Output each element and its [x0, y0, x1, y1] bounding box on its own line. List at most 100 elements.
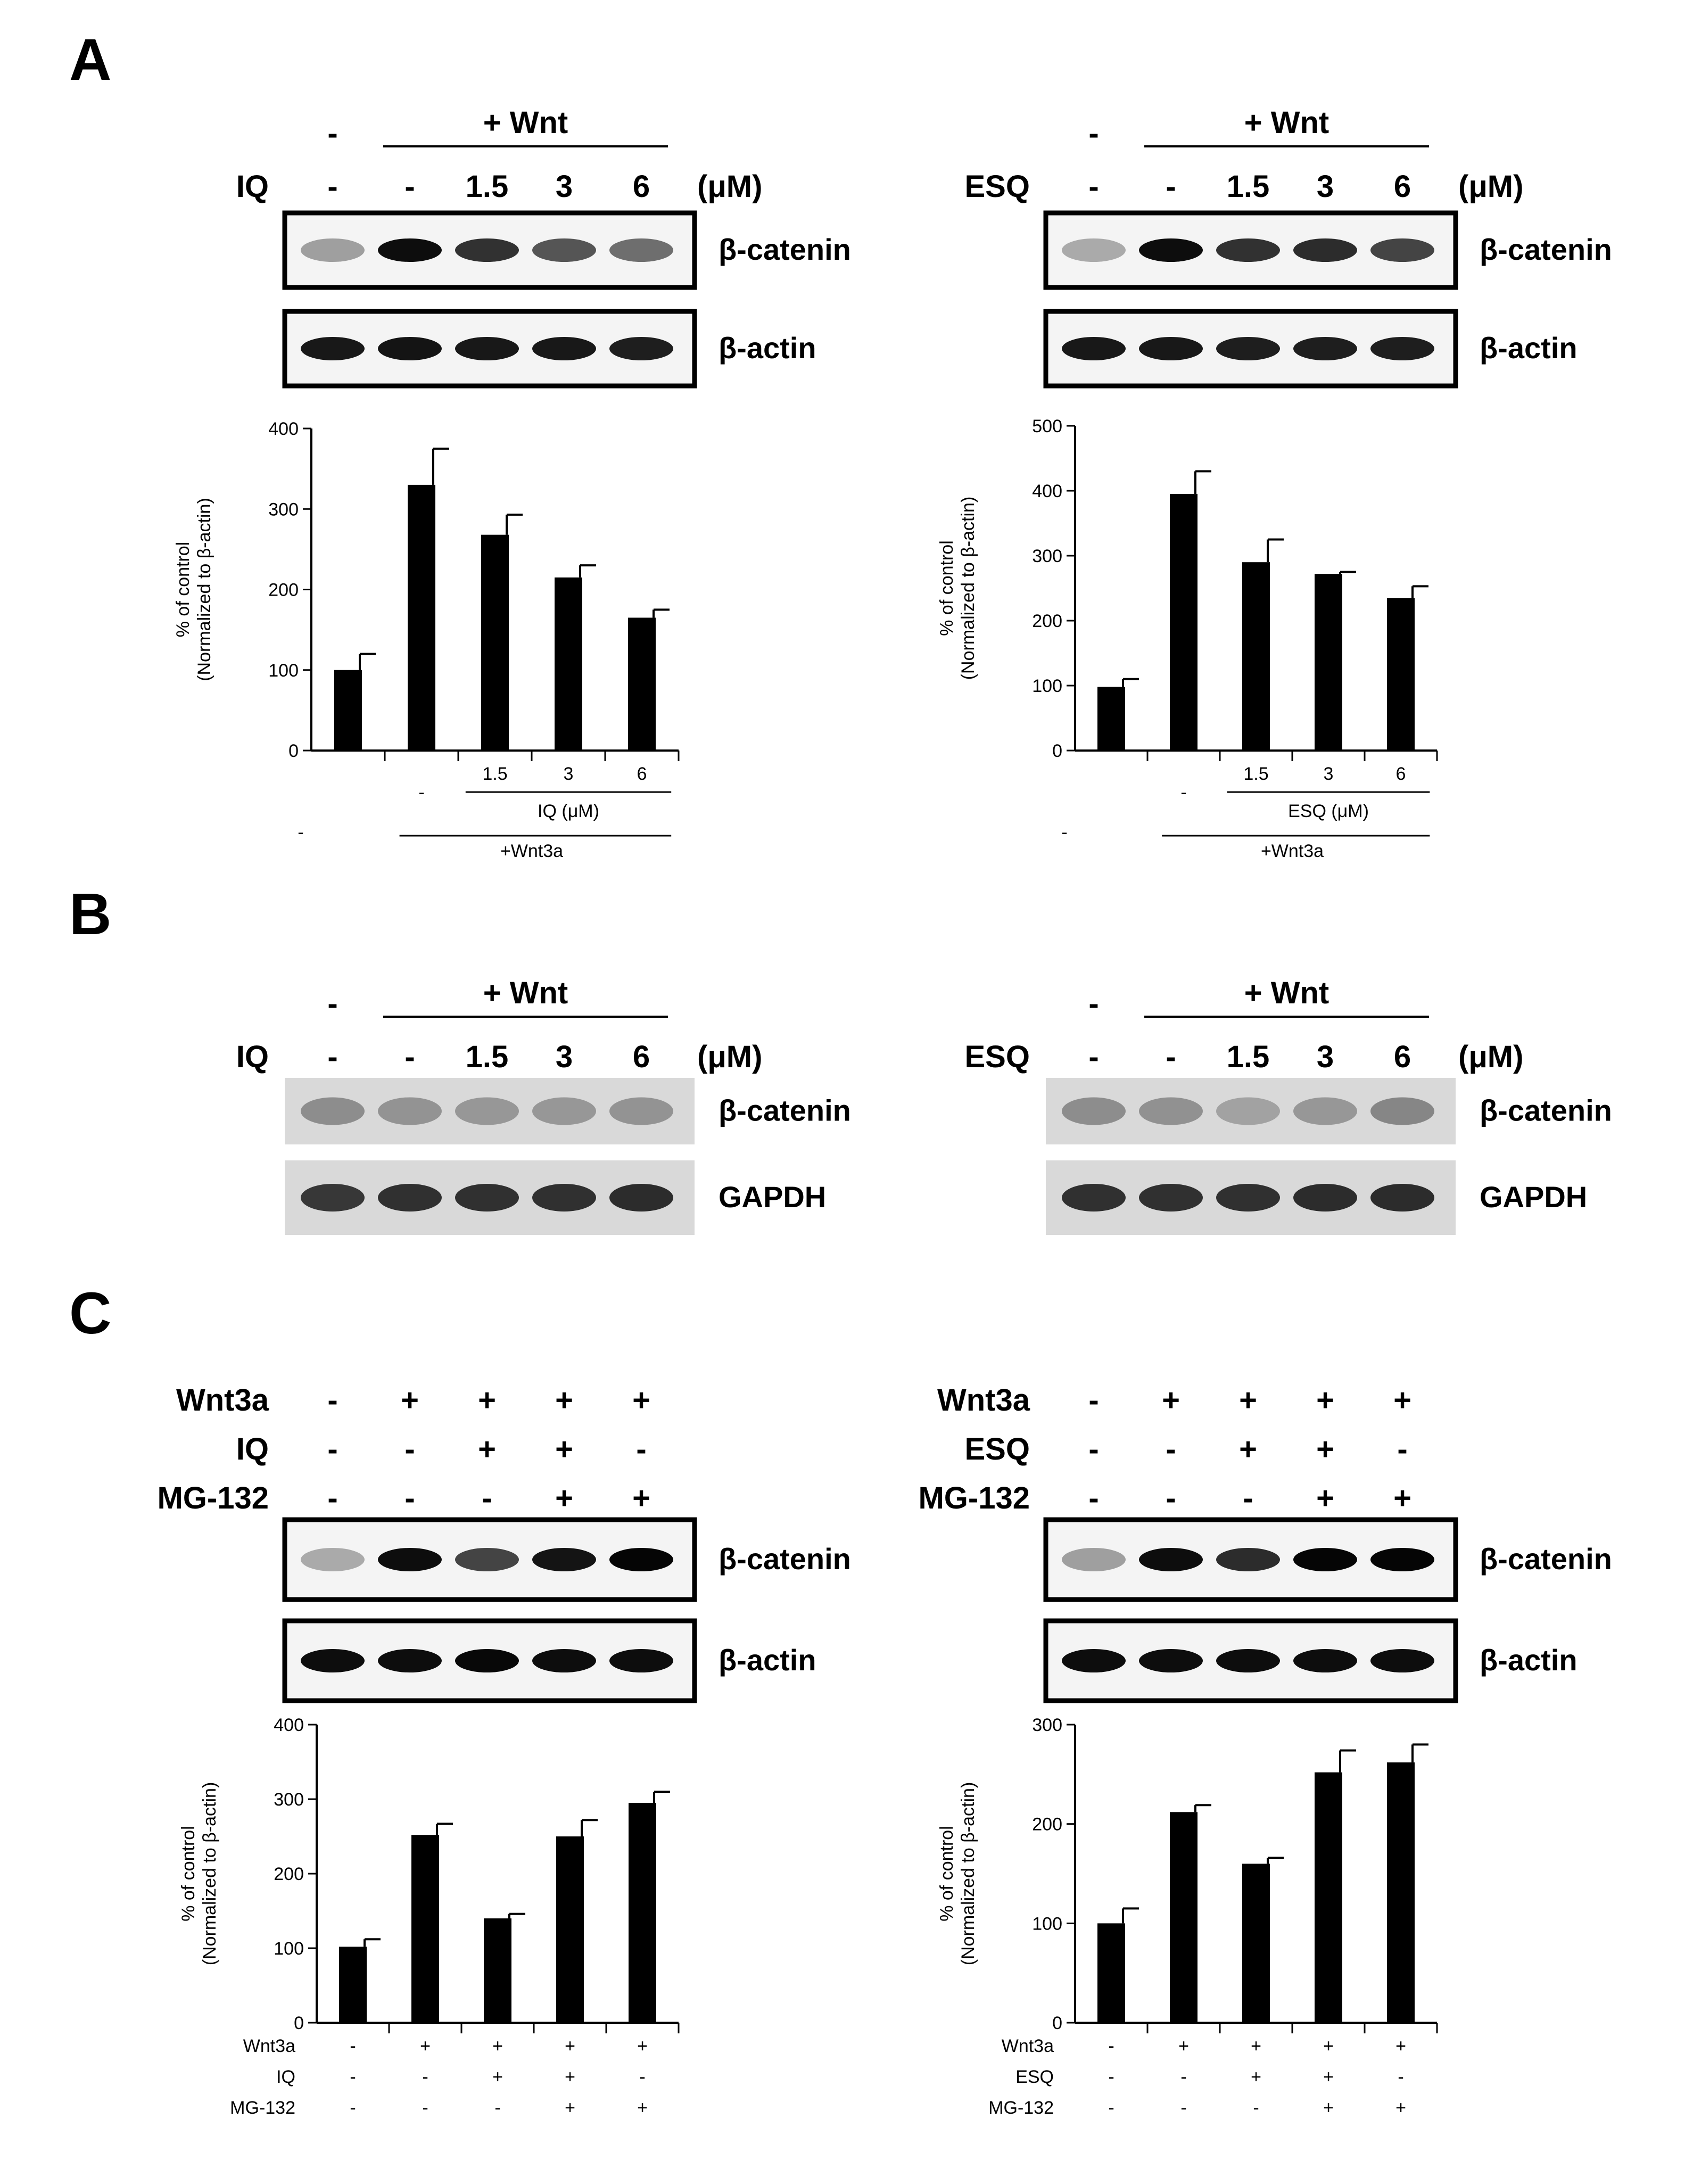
blot-band [455, 1184, 519, 1211]
y-tick-label: 300 [274, 1790, 304, 1810]
blot-B-right-gapdh: GAPDH [1046, 1160, 1587, 1235]
dose-label: 1.5 [466, 169, 509, 204]
blot-band [1370, 238, 1434, 262]
y-tick-label: 200 [1032, 611, 1062, 631]
wnt-header: + Wnt [1244, 105, 1329, 140]
row-label: IQ [276, 2067, 295, 2087]
blot-band [455, 238, 519, 262]
treatment-sign: + [555, 1481, 573, 1515]
blot-C-right-catenin: β-catenin [1043, 1517, 1612, 1602]
blot-band [1293, 1184, 1357, 1211]
treatment-sign: + [478, 1383, 496, 1417]
row-sign: - [350, 2067, 356, 2087]
row-sign: + [1323, 2067, 1334, 2087]
blot-B-right-catenin: β-catenin [1046, 1078, 1612, 1144]
row-sign: - [1180, 2067, 1186, 2087]
treatment-sign: - [1088, 1383, 1099, 1417]
bar [1170, 1812, 1198, 2023]
treatment-sign: + [555, 1383, 573, 1417]
y-label-line1: % of control [173, 542, 193, 638]
blot-band [1216, 238, 1280, 262]
y-tick-label: 200 [1032, 1815, 1062, 1835]
blot-band [301, 1184, 365, 1211]
blot-label: β-actin [1480, 331, 1578, 365]
unit-label: (μM) [697, 1040, 762, 1074]
blot-band [1139, 1548, 1203, 1571]
dose-label: - [1166, 169, 1176, 204]
treatment-sign: - [1166, 1432, 1176, 1466]
treatment-sign: + [1162, 1383, 1180, 1417]
header-C-left: Wnt3a - + + + + IQ - - + + - MG-132 - - - + + [157, 1383, 650, 1515]
blot-band [301, 1097, 365, 1125]
y-axis-label: % of control (Normalized to β-actin) [937, 1782, 978, 1966]
row-sign: - [1398, 2067, 1403, 2087]
y-label-line2: (Normalized to β-actin) [194, 498, 214, 681]
blot-label: β-actin [1480, 1643, 1578, 1677]
dose-label: - [1166, 1040, 1176, 1074]
treatment-sign: - [327, 1383, 337, 1417]
row-sign: - [422, 2098, 428, 2118]
blot-band [301, 1649, 365, 1672]
chart-A-right: 0 100 200 300 400 500 % of control (Normalized … [937, 416, 1438, 861]
treatment-sign: - [636, 1432, 646, 1466]
blot-band [1293, 1097, 1357, 1125]
blot-band [378, 1097, 442, 1125]
blot-label: β-catenin [1480, 1094, 1612, 1127]
row-sign: - [494, 2098, 500, 2118]
blot-C-left-catenin: β-catenin [282, 1517, 851, 1602]
blot-band [455, 1548, 519, 1571]
treatment-row-label: Wnt3a [176, 1383, 269, 1417]
blot-band [532, 1097, 596, 1125]
y-tick-label: 0 [1052, 741, 1062, 761]
blot-band [1139, 238, 1203, 262]
lane-sign: - [327, 116, 337, 151]
dose-label: 3 [1317, 1040, 1334, 1074]
row-sign: + [1251, 2036, 1261, 2056]
treatment-sign: - [482, 1481, 492, 1515]
wnt-header: + Wnt [483, 105, 568, 140]
dose-label: 3 [1317, 169, 1334, 204]
blot-band [1062, 1548, 1126, 1571]
treatment-sign: - [1243, 1481, 1253, 1515]
blot-band [532, 1548, 596, 1571]
y-tick-label: 100 [1032, 1914, 1062, 1934]
blot-B-left-gapdh: GAPDH [285, 1160, 826, 1235]
blot-label: GAPDH [719, 1180, 826, 1214]
dose-label: - [327, 169, 337, 204]
chart-C-right: 0 100 200 300 % of control (Normalized to β-a… [937, 1715, 1438, 2118]
x-tick-label: 6 [1396, 764, 1406, 784]
blot-A-left-catenin: β-catenin [282, 210, 851, 290]
treatment-sign: + [1393, 1383, 1411, 1417]
y-label-line1: % of control [937, 540, 957, 636]
blot-label: β-actin [719, 1643, 816, 1677]
bar [555, 577, 582, 751]
header-A-right: - + Wnt ESQ - - 1.5 3 6 (μM) [965, 105, 1524, 204]
blot-band [301, 337, 365, 360]
blot-label: β-catenin [1480, 233, 1612, 266]
row-sign: + [492, 2036, 503, 2056]
row-sign: + [637, 2036, 648, 2056]
blot-A-left-actin: β-actin [282, 309, 816, 389]
x-tick-label: 1.5 [1243, 764, 1268, 784]
y-axis-label: % of control (Normalized to β-actin) [173, 498, 214, 681]
blot-band [1139, 337, 1203, 360]
y-tick-label: 300 [268, 499, 299, 520]
wnt-header: + Wnt [1244, 976, 1329, 1010]
y-tick-label: 300 [1032, 1715, 1062, 1735]
bar [556, 1836, 584, 2023]
blot-band [1293, 1548, 1357, 1571]
dose-label: 1.5 [1227, 1040, 1270, 1074]
ctrl-label: - [1061, 822, 1067, 843]
blot-band [378, 1649, 442, 1672]
row-sign: - [1180, 2098, 1186, 2118]
treatment-sign: - [404, 1481, 415, 1515]
x-tick-label: 1.5 [482, 764, 507, 784]
bar [1315, 574, 1342, 751]
treatment-sign: - [1397, 1432, 1407, 1466]
lane-sign: - [1088, 116, 1099, 151]
blot-band [609, 1548, 673, 1571]
y-label-line2: (Normalized to β-actin) [958, 1782, 978, 1966]
bar [484, 1918, 511, 2023]
treatment-row-label: MG-132 [918, 1481, 1030, 1515]
